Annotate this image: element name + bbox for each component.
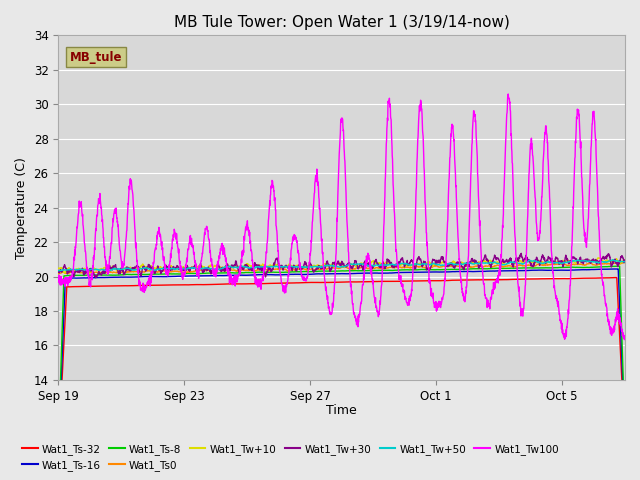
- Legend: Wat1_Ts-32, Wat1_Ts-16, Wat1_Ts-8, Wat1_Ts0, Wat1_Tw+10, Wat1_Tw+30, Wat1_Tw+50,: Wat1_Ts-32, Wat1_Ts-16, Wat1_Ts-8, Wat1_…: [18, 439, 563, 475]
- Y-axis label: Temperature (C): Temperature (C): [15, 156, 28, 259]
- Text: MB_tule: MB_tule: [70, 51, 122, 64]
- Title: MB Tule Tower: Open Water 1 (3/19/14-now): MB Tule Tower: Open Water 1 (3/19/14-now…: [173, 15, 509, 30]
- X-axis label: Time: Time: [326, 404, 357, 417]
